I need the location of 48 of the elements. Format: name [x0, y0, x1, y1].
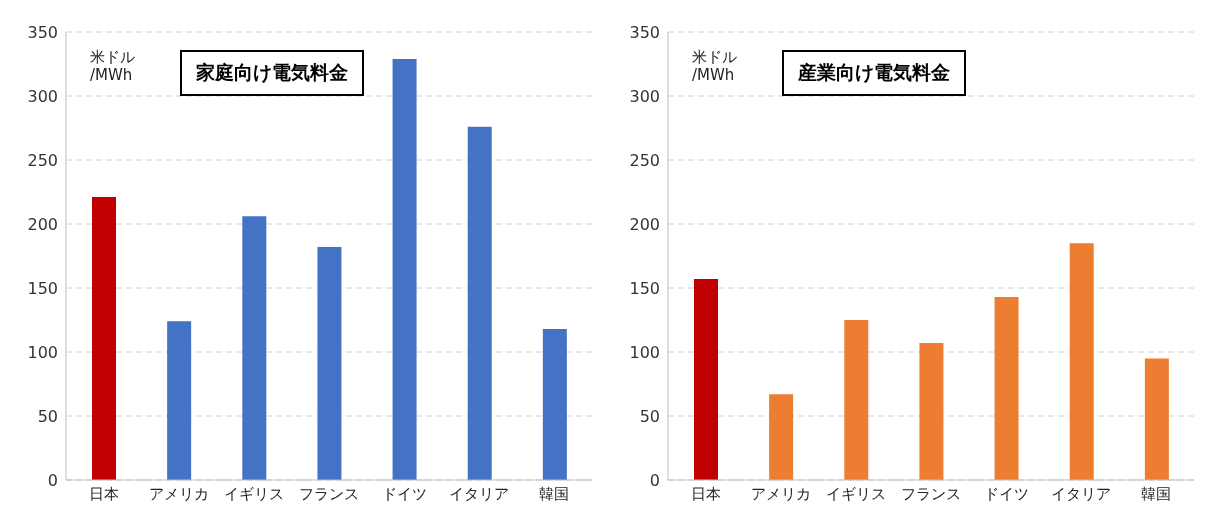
y-tick-label: 350: [629, 22, 660, 42]
y-tick-label: 250: [629, 150, 660, 170]
y-tick-label: 200: [629, 214, 660, 234]
y-tick-label: 250: [27, 150, 58, 170]
y-axis-title: 米ドル /MWh: [692, 48, 737, 84]
bar: [994, 296, 1019, 480]
x-tick-label: ドイツ: [983, 484, 1029, 503]
bar: [1144, 358, 1169, 480]
bar: [317, 247, 342, 480]
y-axis-title: 米ドル /MWh: [90, 48, 135, 84]
x-tick-label: フランス: [299, 484, 359, 503]
y-tick-label: 50: [37, 406, 58, 426]
x-tick-label: フランス: [901, 484, 961, 503]
bar: [769, 394, 794, 480]
x-tick-label: イタリア: [1051, 484, 1112, 503]
y-tick-label: 50: [639, 406, 660, 426]
text: 産業向け電気料金: [782, 50, 966, 96]
x-tick-label: イギリス: [825, 484, 886, 503]
y-tick-label: 0: [47, 470, 58, 490]
bar: [1069, 243, 1094, 480]
y-tick-label: 150: [629, 278, 660, 298]
bar: [919, 343, 944, 480]
x-tick-label: 日本: [88, 484, 119, 503]
y-tick-label: 100: [629, 342, 660, 362]
bar: [844, 320, 869, 480]
y-tick-label: 0: [649, 470, 660, 490]
bar: [467, 126, 492, 480]
bar: [542, 328, 567, 480]
y-tick-label: 150: [27, 278, 58, 298]
y-tick-label: 200: [27, 214, 58, 234]
x-tick-label: アメリカ: [750, 484, 811, 503]
x-tick-label: 韓国: [539, 484, 570, 503]
x-tick-label: イタリア: [449, 484, 510, 503]
y-tick-label: 100: [27, 342, 58, 362]
x-tick-label: ドイツ: [381, 484, 427, 503]
bar: [694, 279, 718, 480]
y-tick-label: 300: [629, 86, 660, 106]
bar: [242, 216, 267, 480]
text: 家庭向け電気料金: [180, 50, 364, 96]
y-tick-label: 300: [27, 86, 58, 106]
bar: [92, 197, 116, 480]
x-tick-label: 韓国: [1141, 484, 1172, 503]
bar: [392, 58, 417, 480]
x-tick-label: イギリス: [223, 484, 284, 503]
bar: [167, 321, 192, 480]
y-tick-label: 350: [27, 22, 58, 42]
x-tick-label: 日本: [690, 484, 721, 503]
x-tick-label: アメリカ: [148, 484, 209, 503]
